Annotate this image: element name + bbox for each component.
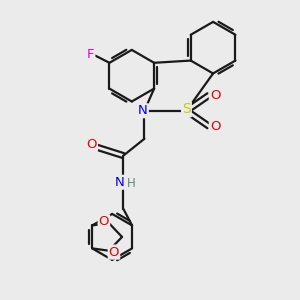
Text: F: F — [87, 49, 94, 62]
Text: O: O — [109, 246, 119, 259]
Text: O: O — [210, 89, 220, 102]
Text: O: O — [86, 138, 97, 151]
Text: H: H — [127, 177, 136, 190]
Text: O: O — [99, 215, 109, 228]
Text: O: O — [210, 120, 220, 133]
Text: N: N — [138, 104, 148, 117]
Text: N: N — [115, 176, 124, 189]
Text: S: S — [182, 102, 191, 116]
